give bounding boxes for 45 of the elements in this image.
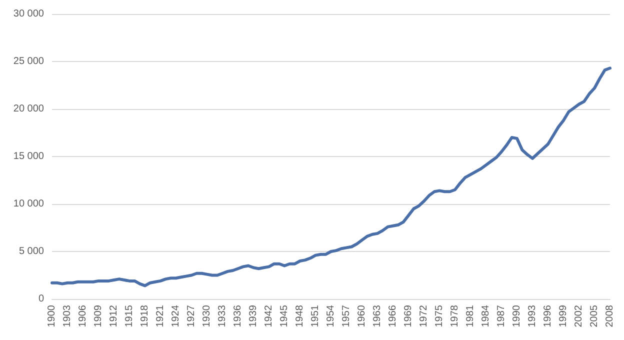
x-tick-label: 1996: [542, 304, 554, 328]
x-tick-label: 1912: [108, 304, 120, 328]
x-tick-label: 1900: [46, 304, 58, 328]
x-tick-label: 1978: [450, 304, 460, 328]
x-tick-label: 2002: [574, 304, 584, 328]
y-tick-label: 0: [38, 294, 44, 304]
y-tick-label: 20 000: [13, 104, 44, 114]
x-tick-label: 1933: [217, 304, 228, 328]
y-tick-label: 5 000: [18, 246, 44, 257]
x-tick-label: 1936: [232, 304, 244, 328]
x-tick-label: 1981: [465, 304, 476, 328]
x-tick-label: 1999: [558, 304, 569, 328]
x-tick-label: 1954: [326, 304, 336, 328]
x-tick-label: 2008: [604, 304, 616, 328]
x-tick-label: 1909: [93, 304, 104, 328]
x-tick-label: 1990: [512, 304, 522, 328]
x-tick-label: 1957: [341, 304, 352, 328]
x-tick-label: 2005: [589, 304, 600, 328]
x-tick-label: 1918: [140, 304, 150, 328]
x-tick-label: 1942: [264, 304, 274, 328]
x-tick-label: 1924: [170, 304, 182, 328]
x-tick-label: 1921: [155, 304, 166, 328]
x-tick-label: 1930: [202, 304, 212, 328]
x-tick-label: 1969: [403, 304, 414, 328]
x-tick-label: 1939: [248, 304, 259, 328]
x-tick-label: 1960: [356, 304, 368, 328]
x-tick-label: 1963: [372, 304, 383, 328]
x-tick-label: 1945: [279, 304, 290, 328]
x-tick-label: 1966: [388, 304, 398, 328]
line-series: [50, 66, 612, 288]
x-tick-label: 1972: [418, 304, 430, 328]
x-tick-label: 1915: [124, 304, 135, 328]
x-tick-label: 1906: [78, 304, 88, 328]
x-tick-label: 1984: [480, 304, 492, 328]
x-tick-label: 1987: [496, 304, 507, 328]
y-tick-label: 25 000: [13, 56, 44, 67]
x-tick-label: 1903: [62, 304, 73, 328]
x-tick-label: 1975: [434, 304, 445, 328]
x-tick-label: 1951: [310, 304, 321, 328]
y-tick-label: 10 000: [13, 198, 44, 210]
x-tick-label: 1993: [527, 304, 538, 328]
x-tick-label: 1927: [186, 304, 197, 328]
x-tick-label: 1948: [294, 304, 306, 328]
y-tick-label: 30 000: [13, 8, 44, 20]
y-tick-label: 15 000: [13, 151, 44, 162]
